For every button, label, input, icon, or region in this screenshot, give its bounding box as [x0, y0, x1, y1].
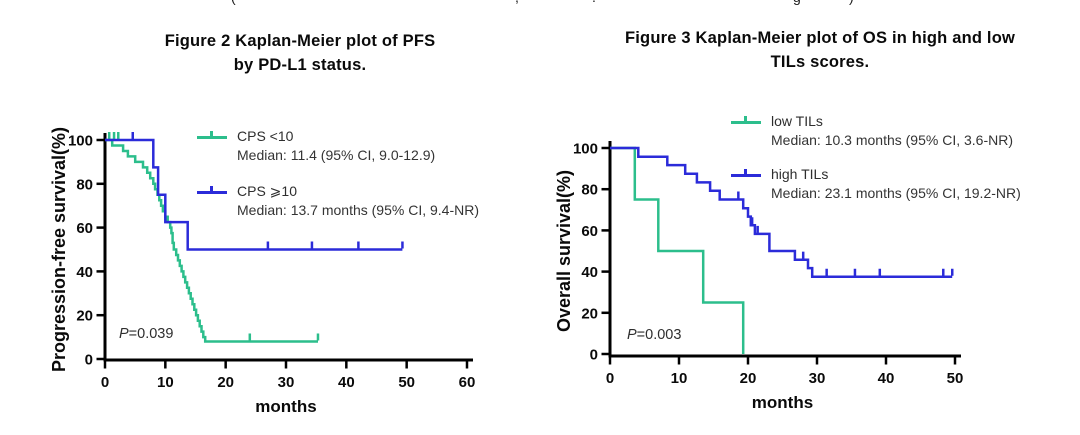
figure3-title: Figure 3 Kaplan-Meier plot of OS in high…: [570, 26, 1070, 74]
km-curve-cps-10: [105, 138, 403, 251]
svg-text:100: 100: [573, 141, 598, 158]
svg-text:20: 20: [76, 308, 93, 325]
censor-ticks: [737, 191, 954, 276]
legend-median-cps-ge10: Median: 13.7 months (95% CI, 9.4-NR): [237, 202, 479, 218]
svg-text:20: 20: [217, 374, 234, 391]
km-curve-high-tils: [610, 146, 953, 279]
svg-text:60: 60: [581, 223, 598, 240]
svg-text:60: 60: [76, 220, 93, 237]
p-value-pfs: P=0.039: [119, 326, 174, 342]
tick-labels: 0 20 40 60 80 100 0 10 20 30 40 50: [573, 141, 963, 388]
svg-text:10: 10: [671, 370, 688, 387]
svg-text:30: 30: [278, 374, 295, 391]
censor-ticks: [131, 132, 404, 249]
censor-ticks: [107, 132, 320, 341]
svg-text:50: 50: [947, 370, 964, 387]
legend-median-low-tils: Median: 10.3 months (95% CI, 3.6-NR): [771, 132, 1013, 148]
svg-text:30: 30: [809, 370, 826, 387]
svg-text:0: 0: [101, 374, 109, 391]
legend-median-high-tils: Median: 23.1 months (95% CI, 19.2-NR): [771, 185, 1021, 201]
clipped-glyph: ): [849, 0, 854, 5]
svg-text:40: 40: [338, 374, 355, 391]
legend-item-low-tils: low TILs Median: 10.3 months (95% CI, 3.…: [731, 112, 1013, 150]
legend-label-high-tils: high TILs: [771, 166, 829, 182]
svg-text:80: 80: [581, 182, 598, 199]
svg-text:0: 0: [606, 370, 614, 387]
svg-text:100: 100: [68, 133, 93, 150]
x-axis-label: months: [255, 397, 316, 416]
svg-text:20: 20: [740, 370, 757, 387]
legend-label-cps-ge10: CPS ⩾10: [237, 183, 297, 199]
axes: [608, 141, 961, 358]
tick-labels: 0 20 40 60 80 100 0 10 20 30 40 50 60: [68, 133, 475, 392]
km-curve-low-tils: [610, 146, 745, 354]
figure3-title-line2: TILs scores.: [770, 53, 870, 71]
svg-text:0: 0: [590, 347, 598, 364]
svg-text:10: 10: [157, 374, 174, 391]
svg-text:40: 40: [878, 370, 895, 387]
y-axis-label: Overall survival(%): [554, 170, 574, 332]
y-axis-label: Progression-free survival(%): [49, 127, 69, 372]
legend-item-cps-ge10: CPS ⩾10 Median: 13.7 months (95% CI, 9.4…: [197, 182, 479, 220]
km-curve-cps-10: [105, 138, 318, 343]
svg-text:20: 20: [581, 305, 598, 322]
legend-item-cps-lt10: CPS <10 Median: 11.4 (95% CI, 9.0-12.9): [197, 127, 435, 165]
svg-text:60: 60: [459, 374, 476, 391]
legend-marker-blue-icon: [731, 169, 761, 177]
clipped-glyph: .: [592, 0, 596, 5]
svg-text:40: 40: [76, 264, 93, 281]
p-value-os: P=0.003: [627, 327, 682, 343]
figure3-title-line1: Figure 3 Kaplan-Meier plot of OS in high…: [624, 29, 1016, 47]
axes: [103, 133, 473, 362]
legend-marker-green-icon: [731, 116, 761, 124]
legend-label-cps-lt10: CPS <10: [237, 128, 294, 144]
svg-text:50: 50: [398, 374, 415, 391]
tick-marks: [601, 146, 957, 365]
kaplan-meier-chart-os: 0 20 40 60 80 100 0 10 20 30 40 50 months Overall sur…: [545, 95, 1075, 435]
clipped-glyph: ,: [515, 0, 519, 5]
legend-item-high-tils: high TILs Median: 23.1 months (95% CI, 1…: [731, 165, 1021, 203]
svg-text:80: 80: [76, 176, 93, 193]
svg-text:40: 40: [581, 264, 598, 281]
kaplan-meier-chart-pfs: 0 20 40 60 80 100 0 10 20 30 40 50 60 months Progressi…: [40, 95, 500, 435]
legend-marker-green-icon: [197, 131, 227, 139]
svg-text:0: 0: [85, 352, 93, 369]
clipped-glyph: g: [793, 0, 801, 5]
clipped-text-top: (,. g): [0, 0, 1080, 5]
tick-marks: [96, 138, 469, 369]
figure2-title: Figure 2 Kaplan-Meier plot of PFS by PD-…: [90, 29, 510, 77]
x-axis-label: months: [752, 393, 813, 412]
legend-label-low-tils: low TILs: [771, 113, 823, 129]
figure2-title-line2: by PD-L1 status.: [233, 56, 367, 74]
clipped-glyph: (: [231, 0, 236, 5]
legend-marker-blue-icon: [197, 186, 227, 194]
figure2-title-line1: Figure 2 Kaplan-Meier plot of PFS: [164, 32, 436, 50]
legend-median-cps-lt10: Median: 11.4 (95% CI, 9.0-12.9): [237, 147, 436, 163]
